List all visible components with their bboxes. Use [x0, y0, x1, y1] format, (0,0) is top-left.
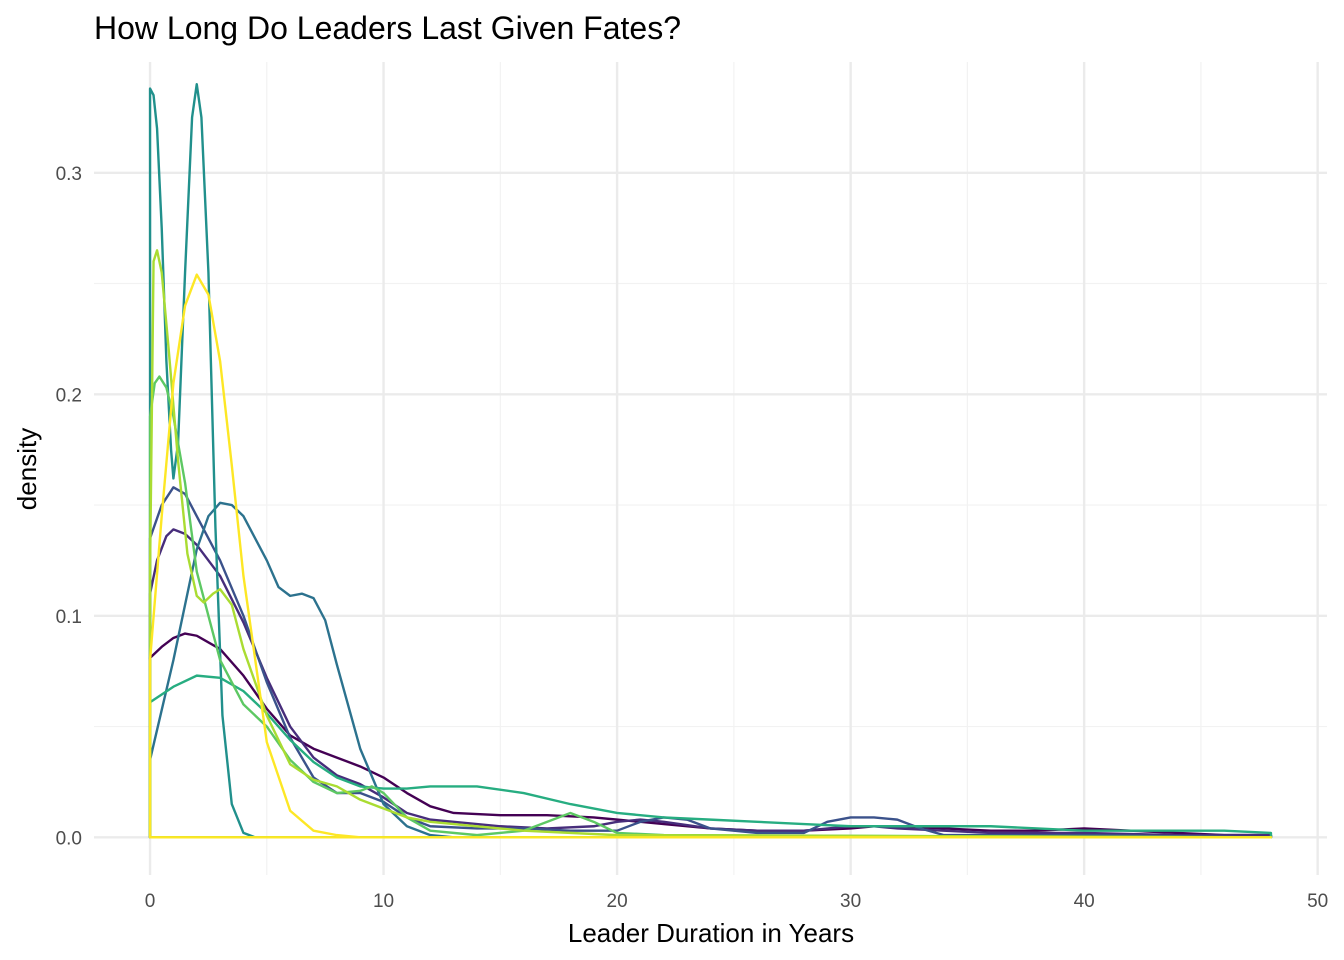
- density-curve-5: [148, 82, 1273, 839]
- x-tick-label: 30: [840, 891, 861, 912]
- y-tick-label: 0.0: [56, 828, 82, 849]
- density-curve-9: [148, 273, 1273, 839]
- y-axis-title: density: [12, 428, 42, 510]
- y-tick-label: 0.2: [56, 385, 82, 406]
- y-tick-label: 0.1: [56, 607, 82, 628]
- grid-major: [94, 62, 1327, 875]
- density-curve-2: [148, 528, 1273, 839]
- x-tick-label: 0: [145, 891, 156, 912]
- density-curve-4: [148, 501, 1273, 839]
- y-tick-label: 0.3: [56, 164, 82, 185]
- series-layer: [148, 82, 1273, 839]
- x-tick-label: 50: [1307, 891, 1328, 912]
- x-axis-ticks: 0 10 20 30 40 50: [145, 891, 1328, 912]
- y-axis-ticks: 0.0 0.1 0.2 0.3: [56, 164, 82, 850]
- density-curve-6: [148, 674, 1273, 839]
- x-axis-title: Leader Duration in Years: [568, 918, 854, 948]
- x-tick-label: 20: [607, 891, 628, 912]
- x-tick-label: 10: [373, 891, 394, 912]
- chart-title: How Long Do Leaders Last Given Fates?: [94, 10, 681, 46]
- density-curve-1: [148, 632, 1273, 839]
- x-tick-label: 40: [1074, 891, 1095, 912]
- density-curve-8: [148, 249, 1273, 839]
- grid-minor: [94, 62, 1327, 875]
